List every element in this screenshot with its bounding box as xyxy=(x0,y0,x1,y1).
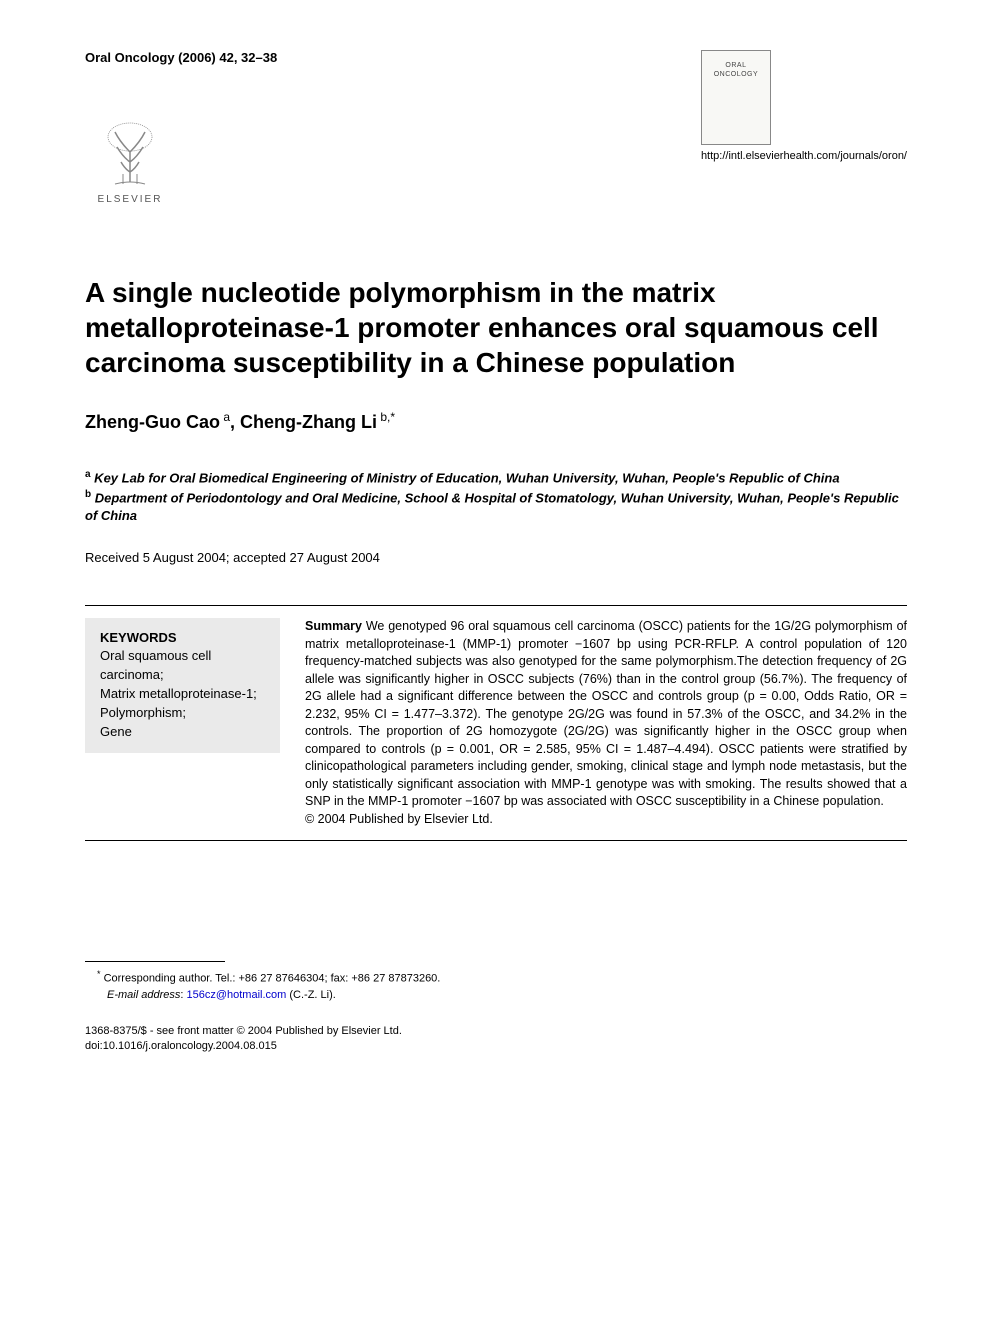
author-sep: , xyxy=(230,412,240,432)
keywords-box: KEYWORDS Oral squamous cell carcinoma; M… xyxy=(85,618,280,753)
journal-url[interactable]: http://intl.elsevierhealth.com/journals/… xyxy=(701,150,907,162)
authors: Zheng-Guo Cao a, Cheng-Zhang Li b,* xyxy=(85,410,907,433)
keywords-summary-row: KEYWORDS Oral squamous cell carcinoma; M… xyxy=(85,618,907,828)
article-title: A single nucleotide polymorphism in the … xyxy=(85,275,907,380)
summary-body: We genotyped 96 oral squamous cell carci… xyxy=(305,619,907,808)
affiliations: a Key Lab for Oral Biomedical Engineerin… xyxy=(85,468,907,525)
affiliation-a: a Key Lab for Oral Biomedical Engineerin… xyxy=(85,468,907,488)
affil-b-text: Department of Periodontology and Oral Me… xyxy=(85,490,899,523)
journal-cover-line1: ORAL xyxy=(725,61,746,70)
footer-block: 1368-8375/$ - see front matter © 2004 Pu… xyxy=(85,1024,907,1055)
keywords-list: Oral squamous cell carcinoma; Matrix met… xyxy=(100,647,265,741)
divider-top xyxy=(85,605,907,606)
footnote-separator xyxy=(85,961,225,962)
journal-cover: ORAL ONCOLOGY xyxy=(701,50,771,145)
received-accepted-dates: Received 5 August 2004; accepted 27 Augu… xyxy=(85,550,907,565)
footer-issn: 1368-8375/$ - see front matter © 2004 Pu… xyxy=(85,1024,907,1039)
summary-column: Summary We genotyped 96 oral squamous ce… xyxy=(305,618,907,828)
divider-bottom xyxy=(85,840,907,841)
email-label: E-mail address xyxy=(107,989,180,1001)
summary-copyright: © 2004 Published by Elsevier Ltd. xyxy=(305,811,907,829)
email-tail: (C.-Z. Li). xyxy=(286,989,336,1001)
elsevier-text: ELSEVIER xyxy=(98,194,163,205)
author-1-name: Zheng-Guo Cao xyxy=(85,412,220,432)
author-2-sup: b,* xyxy=(377,410,395,424)
summary-label: Summary xyxy=(305,619,362,633)
elsevier-tree-icon xyxy=(95,122,165,192)
author-2-name: Cheng-Zhang Li xyxy=(240,412,377,432)
affiliation-b: b Department of Periodontology and Oral … xyxy=(85,488,907,526)
affil-a-text: Key Lab for Oral Biomedical Engineering … xyxy=(91,470,840,485)
footer-doi: doi:10.1016/j.oraloncology.2004.08.015 xyxy=(85,1039,907,1054)
corresponding-footnote: * Corresponding author. Tel.: +86 27 876… xyxy=(97,968,907,1004)
journal-reference: Oral Oncology (2006) 42, 32–38 xyxy=(85,50,277,65)
journal-cover-container: ORAL ONCOLOGY http://intl.elsevierhealth… xyxy=(701,50,907,162)
footnote-corr-text: Corresponding author. Tel.: +86 27 87646… xyxy=(101,973,441,985)
elsevier-logo: ELSEVIER xyxy=(85,110,175,205)
author-1-sup: a xyxy=(220,410,230,424)
journal-cover-line2: ONCOLOGY xyxy=(714,70,758,79)
keywords-heading: KEYWORDS xyxy=(100,630,265,645)
email-link[interactable]: 156cz@hotmail.com xyxy=(186,989,286,1001)
